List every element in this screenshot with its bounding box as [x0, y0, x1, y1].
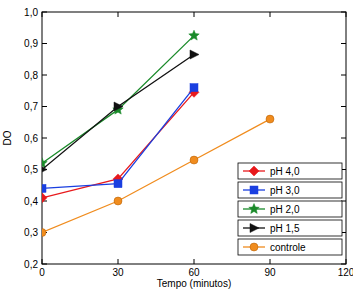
y-tick: [42, 43, 47, 44]
y-tick-right: [341, 75, 346, 76]
y-tick-right: [341, 106, 346, 107]
series-line: [42, 119, 270, 232]
data-point: [42, 193, 47, 203]
x-tick: [194, 259, 195, 264]
y-tick-label: 0,2: [24, 259, 38, 270]
data-point: [114, 180, 122, 188]
series-line: [42, 55, 194, 170]
x-tick-label: 120: [338, 267, 353, 278]
x-tick-top: [346, 12, 347, 17]
y-tick-right: [341, 43, 346, 44]
y-tick-label: 0,3: [24, 227, 38, 238]
legend-label: pH 2,0: [270, 204, 300, 215]
legend-marker: [250, 243, 258, 251]
x-tick: [118, 259, 119, 264]
data-point: [42, 229, 46, 237]
x-axis-title: Tempo (minutos): [157, 278, 231, 289]
data-point: [42, 184, 46, 192]
legend-marker: [249, 204, 259, 214]
y-tick-right: [341, 138, 346, 139]
y-tick: [42, 138, 47, 139]
data-point: [190, 50, 199, 59]
x-tick-top: [42, 12, 43, 17]
y-tick-label: 0,6: [24, 133, 38, 144]
x-tick: [346, 259, 347, 264]
y-tick: [42, 12, 47, 13]
legend-item-box: [238, 239, 342, 255]
y-tick-label: 0,5: [24, 164, 38, 175]
legend-label: pH 1,5: [270, 223, 300, 234]
chart: 0 30 60 90 120 0,2 0,3 0,4 0,5 0,6 0,7 0,8 0,9 1,0 Tem…: [0, 0, 353, 290]
y-axis-title: DO: [2, 130, 13, 145]
series-line: [42, 88, 194, 189]
x-tick-label: 60: [188, 267, 200, 278]
y-tick: [42, 75, 47, 76]
y-tick: [42, 106, 47, 107]
y-tick-label: 1,0: [24, 7, 38, 18]
y-tick-label: 0,4: [24, 196, 38, 207]
x-tick-label: 0: [39, 267, 45, 278]
legend-label: pH 4,0: [270, 166, 300, 177]
x-tick-top: [194, 12, 195, 17]
legend-item-box: [238, 220, 342, 236]
y-tick-right: [341, 264, 346, 265]
legend-label: controle: [270, 242, 306, 253]
x-tick-label: 30: [112, 267, 124, 278]
x-tick-top: [270, 12, 271, 17]
data-point: [266, 115, 274, 123]
legend-marker: [250, 186, 258, 194]
legend: pH 4,0 pH 3,0 pH 2,0 pH 1,5 controle: [238, 163, 342, 255]
data-point: [114, 197, 122, 205]
x-tick-top: [118, 12, 119, 17]
y-tick-right: [341, 12, 346, 13]
data-point: [190, 84, 198, 92]
legend-marker: [249, 166, 259, 176]
legend-marker: [250, 224, 259, 233]
plot-frame: [42, 12, 346, 264]
legend-item-box: [238, 201, 342, 217]
series-line: [42, 92, 194, 198]
y-tick-label: 0,7: [24, 101, 38, 112]
legend-label: pH 3,0: [270, 185, 300, 196]
x-tick-label: 90: [264, 267, 276, 278]
y-tick-label: 0,8: [24, 70, 38, 81]
legend-item-box: [238, 182, 342, 198]
series-line: [42, 36, 194, 164]
x-tick: [270, 259, 271, 264]
data-point: [190, 156, 198, 164]
data-point: [189, 30, 199, 40]
data-point: [42, 165, 47, 174]
x-tick: [42, 259, 43, 264]
data-point: [114, 102, 123, 111]
y-tick: [42, 264, 47, 265]
y-tick-label: 0,9: [24, 38, 38, 49]
legend-item-box: [238, 163, 342, 179]
